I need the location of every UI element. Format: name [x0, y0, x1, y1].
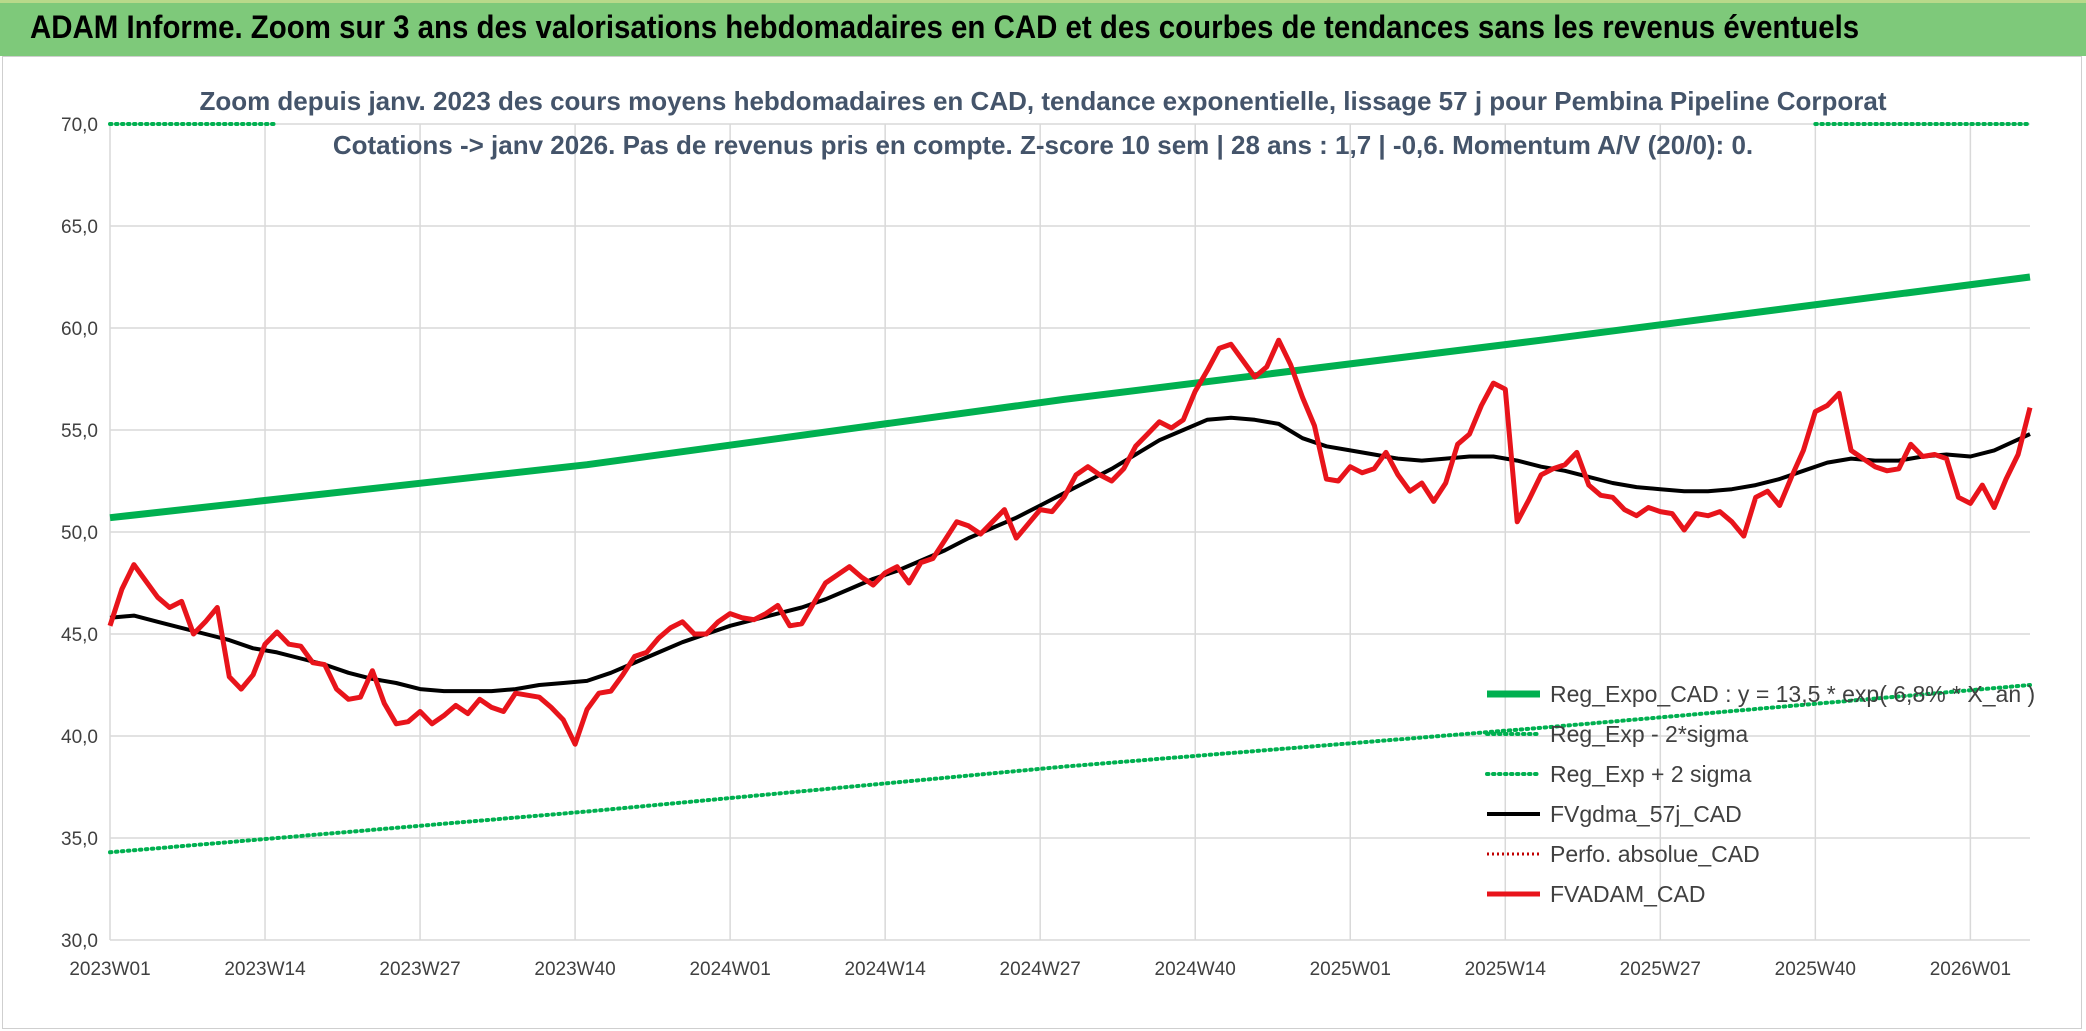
y-tick-label: 35,0: [61, 829, 98, 850]
y-tick-label: 70,0: [61, 115, 98, 136]
report-title: ADAM Informe. Zoom sur 3 ans des valoris…: [30, 9, 1860, 45]
y-tick-label: 40,0: [61, 727, 98, 748]
series-lines: [107, 122, 2033, 855]
legend-label-reg-exp-minus: Reg_Exp - 2*sigma: [1550, 721, 1748, 747]
x-tick-label: 2023W14: [224, 959, 306, 980]
y-tick-label: 50,0: [61, 523, 98, 544]
x-tick-label: 2025W27: [1620, 959, 1701, 980]
legend: Reg_Expo_CAD : y = 13,5 * exp( 6,8% * X_…: [1485, 681, 2035, 907]
series-reg-exp-minus-2sigma: [108, 683, 2032, 855]
x-tick-label: 2025W01: [1310, 959, 1391, 980]
y-axis-tick-labels: 30,0 35,0 40,0 45,0 50,0 55,0 60,0 65,0 70,0: [61, 115, 98, 952]
chart-title-line-2: Cotations -> janv 2026. Pas de revenus p…: [333, 130, 1753, 160]
x-axis-tick-labels: 2023W01 2023W14 2023W27 2023W40 2024W01 2024W…: [69, 959, 2011, 980]
x-tick-label: 2024W01: [689, 959, 770, 980]
y-tick-label: 60,0: [61, 319, 98, 340]
x-tick-label: 2025W40: [1775, 959, 1856, 980]
series-fvadam: [107, 337, 2033, 747]
legend-label-reg-expo: Reg_Expo_CAD : y = 13,5 * exp( 6,8% * X_…: [1550, 681, 2035, 707]
x-tick-label: 2025W14: [1465, 959, 1547, 980]
x-tick-label: 2024W27: [1000, 959, 1081, 980]
x-tick-label: 2026W01: [1930, 959, 2011, 980]
x-tick-label: 2024W14: [844, 959, 926, 980]
y-tick-label: 45,0: [61, 625, 98, 646]
series-reg-expo: [109, 273, 2031, 522]
legend-label-fvgdma: FVgdma_57j_CAD: [1550, 801, 1742, 827]
y-tick-label: 65,0: [61, 217, 98, 238]
legend-label-fvadam: FVADAM_CAD: [1550, 881, 1706, 907]
x-tick-label: 2023W01: [69, 959, 150, 980]
grid-lines: [109, 123, 2030, 941]
chart-title-line-1: Zoom depuis janv. 2023 des cours moyens …: [199, 86, 1886, 116]
legend-label-perfo: Perfo. absolue_CAD: [1550, 841, 1760, 867]
y-tick-label: 55,0: [61, 421, 98, 442]
legend-label-reg-exp-plus: Reg_Exp + 2 sigma: [1550, 761, 1752, 787]
report-banner: ADAM Informe. Zoom sur 3 ans des valoris…: [0, 0, 2086, 56]
chart-frame: [2, 56, 2082, 1029]
y-tick-label: 30,0: [61, 931, 98, 952]
series-fvgdma-57j: [109, 415, 2031, 694]
x-tick-label: 2023W40: [534, 959, 615, 980]
x-tick-label: 2024W40: [1155, 959, 1236, 980]
x-tick-label: 2023W27: [379, 959, 460, 980]
